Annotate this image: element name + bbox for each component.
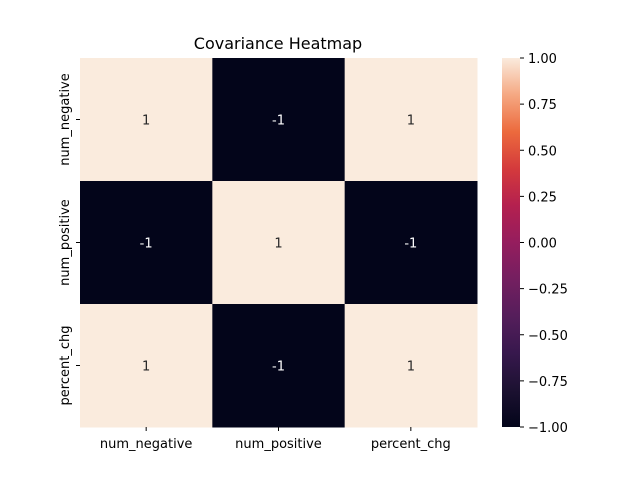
y-tick-label: num_negative (58, 73, 73, 166)
heatmap-cell (80, 304, 213, 428)
cell-annotation: 1 (407, 360, 415, 375)
cell-annotation: 1 (142, 360, 150, 375)
chart-title: Covariance Heatmap (194, 34, 362, 53)
heatmap-cell (344, 181, 478, 305)
colorbar-tick-label: 0.50 (528, 144, 557, 159)
colorbar-tick-label: 0.00 (528, 237, 557, 252)
y-tick-label: percent_chg (58, 326, 73, 406)
cell-annotation: 1 (274, 237, 282, 252)
cell-annotation: -1 (272, 114, 285, 129)
y-axis: num_negative num_positive percent_chg (58, 73, 80, 405)
x-tick-label: percent_chg (371, 437, 451, 452)
heatmap-cell (212, 181, 346, 305)
heatmap-annotations: 1 -1 1 -1 1 -1 1 -1 1 (140, 114, 418, 375)
cell-annotation: -1 (272, 360, 285, 375)
x-tick-label: num_negative (100, 437, 193, 452)
heatmap-cell (344, 58, 478, 182)
cell-annotation: 1 (142, 114, 150, 129)
colorbar-tick-label: −0.25 (528, 283, 568, 298)
heatmap-cell (344, 304, 478, 428)
heatmap-cell (80, 58, 213, 182)
heatmap-cell (212, 58, 346, 182)
x-tick-label: num_positive (235, 437, 322, 452)
cell-annotation: -1 (404, 237, 417, 252)
y-tick-label: num_positive (58, 199, 73, 286)
heatmap-cell (80, 181, 213, 305)
x-axis: num_negative num_positive percent_chg (100, 427, 451, 452)
colorbar-tick-label: −0.75 (528, 375, 568, 390)
heatmap-cell (212, 304, 346, 428)
colorbar-axis: −1.00 −0.75 −0.50 −0.25 0.00 0.25 0.50 0.75 1.00 (520, 52, 568, 436)
colorbar-tick-label: 0.75 (528, 98, 557, 113)
colorbar-tick-label: 1.00 (528, 52, 557, 67)
cell-annotation: 1 (407, 114, 415, 129)
colorbar-tick-label: 0.25 (528, 190, 557, 205)
colorbar-tick-label: −0.50 (528, 329, 568, 344)
colorbar-tick-label: −1.00 (528, 421, 568, 436)
cell-annotation: -1 (140, 237, 153, 252)
colorbar (502, 58, 520, 427)
heatmap-cells (80, 58, 478, 428)
